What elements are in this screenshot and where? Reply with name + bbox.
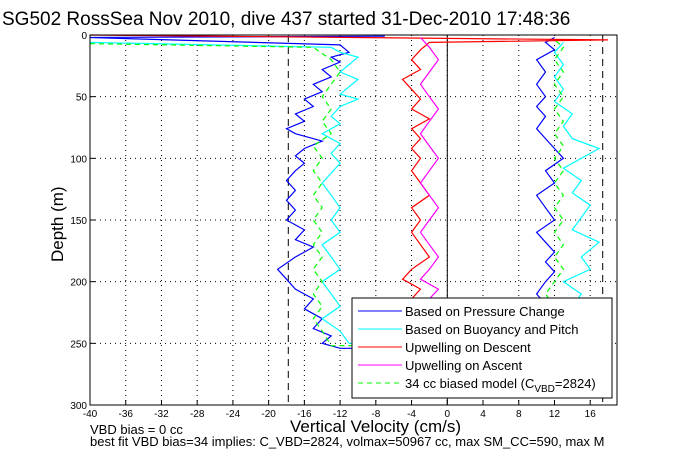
x-tick-label: -20 — [261, 409, 276, 420]
y-tick-label: 150 — [70, 216, 87, 227]
y-tick-label: 200 — [70, 278, 87, 289]
legend-label: 34 cc biased model (CVBD=2824) — [405, 376, 596, 395]
series-line-4 — [419, 37, 440, 300]
series-line-2 — [89, 41, 601, 344]
x-tick-label: 0 — [445, 409, 451, 420]
x-tick-label: -24 — [226, 409, 241, 420]
legend-label: Upwelling on Ascent — [405, 358, 522, 373]
annotation-vbd-bias: VBD bias = 0 cc — [90, 422, 183, 437]
x-tick-label: -8 — [371, 409, 380, 420]
annotation-best-fit: best fit VBD bias=34 implies: C_VBD=2824… — [90, 434, 604, 449]
legend-label: Upwelling on Descent — [405, 340, 531, 355]
y-tick-label: 0 — [81, 31, 87, 42]
x-tick-label: -12 — [333, 409, 348, 420]
legend: Based on Pressure Change Based on Buoyanc… — [351, 297, 613, 399]
y-tick-label: 50 — [76, 93, 88, 104]
x-tick-label: 16 — [585, 409, 597, 420]
y-tick-label: 100 — [70, 154, 87, 165]
y-tick-label: 250 — [70, 339, 87, 350]
x-axis-label: Vertical Velocity (cm/s) — [290, 417, 461, 436]
legend-label: Based on Pressure Change — [405, 304, 565, 319]
x-tick-label: -32 — [154, 409, 169, 420]
series-line-1 — [89, 35, 565, 349]
x-tick-label: -28 — [190, 409, 205, 420]
ticks: -40 -36 -32 -28 -24 -20 -16 -12 -8 -4 0 4 8 12 1605010… — [70, 31, 596, 420]
y-tick-label: 300 — [70, 401, 87, 412]
x-tick-label: -36 — [119, 409, 134, 420]
series-line-3 — [89, 34, 609, 300]
x-tick-label: -16 — [297, 409, 312, 420]
y-axis-label: Depth (m) — [48, 186, 67, 262]
x-tick-label: 12 — [549, 409, 561, 420]
x-tick-label: -40 — [83, 409, 98, 420]
x-tick-label: 8 — [516, 409, 522, 420]
series-lines — [89, 34, 609, 349]
chart-title: SG502 RossSea Nov 2010, dive 437 started… — [2, 9, 570, 30]
x-tick-label: -4 — [407, 409, 416, 420]
x-tick-label: 4 — [480, 409, 486, 420]
legend-label: Based on Buoyancy and Pitch — [405, 322, 578, 337]
